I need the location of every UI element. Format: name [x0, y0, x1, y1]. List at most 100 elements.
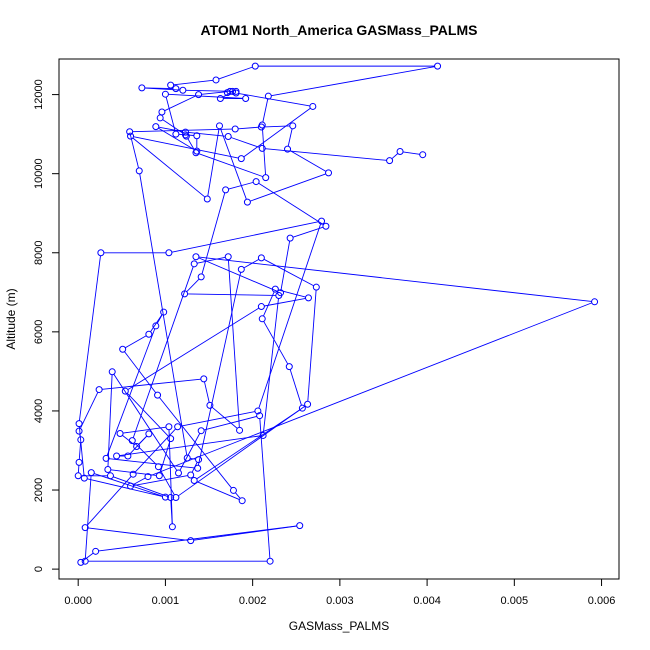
series-segment: [78, 255, 101, 421]
data-point: [179, 86, 187, 94]
x-tick-label: 0.004: [413, 595, 441, 607]
series-segment: [243, 259, 259, 269]
data-point: [325, 169, 333, 177]
data-point: [172, 85, 180, 93]
data-point: [237, 265, 245, 273]
series-segment: [307, 290, 317, 402]
data-point: [591, 298, 599, 306]
series-segment: [271, 66, 435, 97]
data-point: [165, 423, 173, 431]
data-point: [124, 452, 132, 460]
series-segment: [263, 258, 314, 287]
data-point: [304, 294, 312, 302]
data-point: [155, 472, 163, 480]
data-point: [133, 443, 141, 451]
series-segment: [144, 87, 180, 91]
series-segment: [287, 128, 293, 147]
data-point: [75, 420, 83, 428]
data-point: [80, 474, 88, 482]
series-segment: [207, 128, 220, 197]
series-segment: [196, 481, 240, 500]
data-point: [187, 471, 195, 479]
data-point: [106, 472, 114, 480]
data-point: [264, 92, 272, 100]
series-segment: [93, 473, 163, 497]
data-point: [77, 558, 85, 566]
data-point: [286, 234, 294, 242]
data-point: [102, 454, 110, 462]
series-segment: [185, 89, 234, 92]
data-point: [81, 524, 89, 532]
data-point: [236, 426, 244, 434]
series-segment: [86, 476, 132, 526]
data-point: [298, 404, 306, 412]
data-point: [224, 253, 232, 261]
data-point: [229, 87, 237, 95]
data-point: [231, 125, 239, 133]
data-point: [256, 412, 264, 420]
data-point: [152, 123, 160, 131]
data-point: [296, 522, 304, 530]
data-point: [182, 132, 190, 140]
data-point: [419, 151, 427, 159]
series-segment: [198, 256, 592, 302]
data-point: [262, 174, 270, 182]
x-tick-label: 0.005: [501, 595, 529, 607]
data-point: [257, 303, 265, 311]
series-segment: [127, 307, 260, 390]
data-point: [434, 62, 442, 70]
data-point: [145, 430, 153, 438]
data-point: [197, 273, 205, 281]
series-segment: [158, 126, 183, 133]
series-segment: [243, 107, 311, 158]
series-segment: [278, 289, 306, 298]
series-segment: [113, 476, 168, 497]
data-point: [232, 87, 240, 95]
series-segment: [159, 397, 232, 489]
series-segment: [87, 478, 163, 497]
series-segment: [165, 96, 176, 132]
data-point: [322, 222, 330, 230]
plot-frame: [58, 58, 620, 580]
x-axis-label: GASMass_PALMS: [289, 619, 389, 633]
data-point: [97, 249, 105, 257]
series-segment: [173, 79, 214, 86]
series-segment: [82, 552, 94, 561]
series-segment: [222, 92, 231, 98]
series-segment: [204, 381, 210, 403]
series-segment: [289, 369, 302, 406]
data-point: [75, 458, 83, 466]
series-segment: [190, 457, 196, 460]
series-segment: [238, 93, 310, 107]
data-point: [258, 315, 266, 323]
data-point: [215, 122, 223, 130]
y-tick-label: 8000: [33, 241, 45, 265]
series-segment: [197, 256, 226, 264]
series-segment: [250, 173, 326, 202]
series-segment: [122, 426, 166, 434]
data-point: [223, 89, 231, 97]
series-segment: [164, 95, 197, 112]
data-point: [104, 465, 112, 473]
series-segment: [198, 153, 264, 178]
series-segment: [201, 192, 226, 275]
series-segment: [127, 393, 169, 437]
data-point: [195, 456, 203, 464]
series-segment: [159, 469, 175, 496]
data-point: [138, 84, 146, 92]
y-axis-ticks: 0 2000 4000 6000 8000 10000 12000: [33, 79, 59, 572]
data-point: [309, 102, 317, 110]
data-point: [172, 494, 180, 502]
data-point: [156, 114, 164, 122]
data-point: [128, 437, 136, 445]
data-point: [197, 427, 205, 435]
series-points: [74, 62, 599, 566]
data-point: [243, 198, 251, 206]
y-tick-label: 6000: [33, 320, 45, 344]
series-segment: [156, 314, 163, 324]
series-segment: [132, 128, 233, 133]
data-point: [259, 431, 267, 439]
data-point: [257, 254, 265, 262]
series-segment: [110, 469, 157, 476]
